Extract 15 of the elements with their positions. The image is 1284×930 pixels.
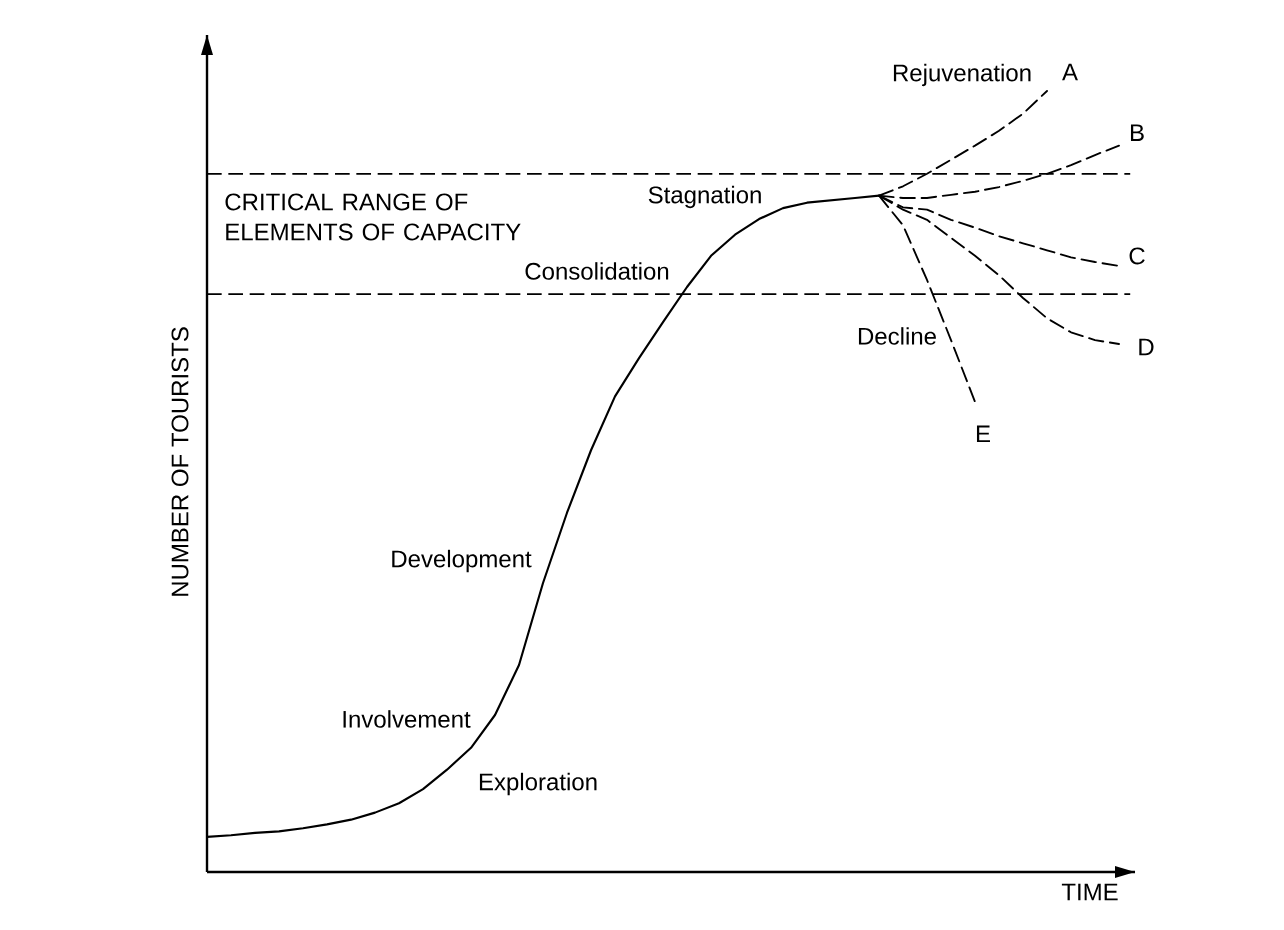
x-axis-title: TIME [1061, 883, 1118, 901]
annotation: Exploration [479, 772, 597, 796]
series-label: B [1130, 124, 1144, 141]
annotation: Stagnation [648, 185, 761, 209]
series-label: D [1139, 338, 1154, 356]
annotation: Consolidation [525, 262, 669, 280]
series-label: E [976, 425, 990, 443]
series-label: C [1129, 247, 1145, 265]
text: Rejuvenation [893, 63, 1031, 87]
annotation: Involvement [343, 710, 471, 728]
series-label: A [1062, 63, 1078, 81]
y-axis-title: NUMBER OF TOURISTS [171, 327, 189, 596]
annotation: Development [392, 549, 532, 573]
annotation: Decline [858, 327, 936, 345]
annotation: CRITICAL RANGE OF ELEMENTS OF CAPACITY [225, 193, 521, 241]
